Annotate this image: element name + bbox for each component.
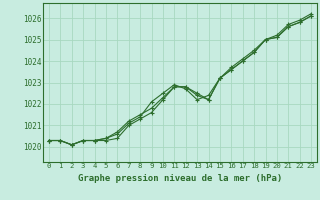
X-axis label: Graphe pression niveau de la mer (hPa): Graphe pression niveau de la mer (hPa) (78, 174, 282, 183)
